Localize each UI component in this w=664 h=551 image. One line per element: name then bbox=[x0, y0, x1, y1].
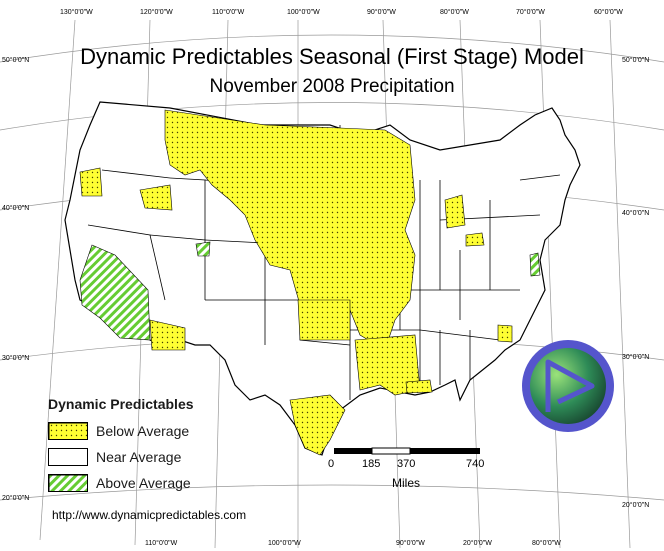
legend-item-near: Near Average bbox=[48, 444, 288, 470]
map-subtitle: November 2008 Precipitation bbox=[209, 76, 455, 97]
right-tick: 40°0'0"N bbox=[622, 210, 650, 217]
top-tick: 110°0'0"W bbox=[212, 9, 245, 16]
scale-tick-label: 185 bbox=[362, 458, 381, 470]
right-tick: 20°0'0"N bbox=[622, 502, 650, 509]
top-tick: 100°0'0"W bbox=[287, 9, 320, 16]
above-average-regions bbox=[79, 241, 541, 341]
scale-tick-label: 370 bbox=[397, 458, 416, 470]
top-tick: 120°0'0"W bbox=[140, 9, 173, 16]
dynamic-predictables-logo-icon bbox=[522, 340, 614, 432]
top-tick: 90°0'0"W bbox=[367, 9, 396, 16]
legend-label: Below Average bbox=[96, 423, 190, 439]
map-title: Dynamic Predictables Seasonal (First Sta… bbox=[80, 44, 584, 69]
scale-tick-label: 0 bbox=[328, 458, 335, 470]
top-tick: 130°0'0"W bbox=[60, 9, 93, 16]
near-average-swatch bbox=[48, 448, 88, 466]
bottom-tick: 80°0'0"W bbox=[532, 540, 561, 547]
top-tick: 60°0'0"W bbox=[594, 9, 623, 16]
scale-bar bbox=[334, 447, 480, 455]
below-average-regions bbox=[79, 109, 513, 456]
legend-item-above: Above Average bbox=[48, 470, 288, 496]
legend-title: Dynamic Predictables bbox=[48, 396, 194, 412]
top-tick: 70°0'0"W bbox=[516, 9, 545, 16]
bottom-tick: 110°0'0"W bbox=[145, 540, 178, 547]
above-average-swatch bbox=[48, 474, 88, 492]
top-tick: 80°0'0"W bbox=[440, 9, 469, 16]
bottom-tick: 100°0'0"W bbox=[268, 540, 301, 547]
scale-units: Miles bbox=[392, 476, 421, 490]
bottom-tick: 90°0'0"W bbox=[396, 540, 425, 547]
legend: Dynamic Predictables Below Average Near … bbox=[48, 396, 288, 496]
legend-item-below: Below Average bbox=[48, 418, 288, 444]
legend-label: Above Average bbox=[96, 475, 191, 491]
left-tick: 20°0'0"N bbox=[2, 495, 30, 502]
right-tick: 30°0'0"N bbox=[622, 354, 650, 361]
right-tick: 50°0'0"N bbox=[622, 57, 650, 64]
left-tick: 30°0'0"N bbox=[2, 355, 30, 362]
bottom-tick: 20°0'0"W bbox=[463, 540, 492, 547]
legend-label: Near Average bbox=[96, 449, 182, 465]
left-tick: 50°0'0"N bbox=[2, 57, 30, 64]
website-url: http://www.dynamicpredictables.com bbox=[52, 508, 247, 522]
scale-tick-label: 740 bbox=[466, 458, 485, 470]
left-tick: 40°0'0"N bbox=[2, 205, 30, 212]
below-average-swatch bbox=[48, 422, 88, 440]
